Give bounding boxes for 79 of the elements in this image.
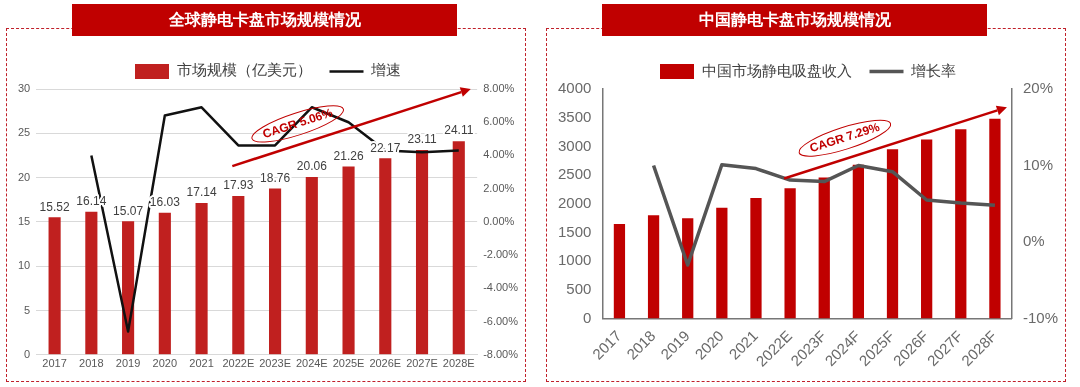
y2-tick-label: -10% [1022, 308, 1059, 326]
x-tick-label: 2018 [79, 357, 104, 370]
y-tick-label: 25 [17, 126, 31, 139]
y2-tick-label: 0.00% [483, 214, 515, 227]
x-tick-label: 2017 [42, 357, 67, 370]
bar [452, 141, 465, 355]
y-tick-label: 1000 [557, 251, 592, 269]
bar [613, 223, 626, 319]
legend-label: 增速 [370, 62, 401, 79]
bar [415, 150, 429, 355]
legend-label: 中国市场静电吸盘收入 [701, 61, 852, 79]
bar [85, 211, 98, 355]
bar [647, 215, 660, 319]
x-tick-label: 2025E [332, 357, 365, 370]
bar [818, 177, 830, 319]
y-tick-label: 2500 [557, 165, 592, 183]
legend-label: 增长率 [910, 61, 956, 79]
data-label: 17.14 [186, 185, 217, 200]
bar [342, 166, 355, 355]
annotation: CAGR 5.06% [260, 105, 335, 142]
bar [379, 158, 392, 355]
data-label: 24.11 [444, 123, 474, 138]
x-tick-label: 2024E [295, 357, 328, 370]
data-label: 23.11 [407, 132, 437, 147]
data-label: 17.93 [223, 178, 254, 193]
x-tick-label: 2026E [369, 357, 402, 370]
y-tick-label: 15 [17, 214, 31, 227]
chart-title: 全球静电卡盘市场规模情况 [72, 4, 457, 36]
y-tick-label: 2000 [557, 193, 592, 211]
bar [195, 202, 208, 355]
x-tick-label: 2028E [442, 357, 475, 370]
y2-tick-label: 20% [1022, 79, 1054, 97]
bar [48, 217, 61, 355]
data-label: 18.76 [260, 170, 291, 185]
x-tick-label: 2021 [189, 357, 214, 370]
y2-tick-label: 4.00% [483, 148, 515, 161]
annotation: CAGR 7.29% [807, 119, 882, 156]
y2-tick-label: 10% [1022, 155, 1054, 173]
y-tick-label: 5 [24, 303, 31, 316]
y-tick-label: 3000 [557, 136, 592, 154]
data-label: 20.06 [296, 159, 328, 174]
y-tick-label: 1500 [557, 222, 592, 240]
x-tick-label: 2023E [259, 357, 291, 370]
bar [305, 177, 318, 355]
bar [716, 207, 728, 319]
y-tick-label: 0 [583, 308, 592, 326]
y-tick-label: 3500 [557, 107, 592, 125]
bar [232, 195, 245, 355]
y2-tick-label: 2.00% [483, 181, 515, 194]
y-tick-label: 500 [566, 280, 592, 298]
x-tick-label: 2027E [406, 357, 438, 370]
y-tick-label: 10 [17, 259, 31, 272]
bar [158, 212, 171, 355]
bar [852, 164, 865, 319]
x-tick-label: 2020 [152, 357, 178, 370]
y2-tick-label: -2.00% [483, 248, 519, 261]
chart-title: 中国静电卡盘市场规模情况 [602, 4, 987, 36]
y2-tick-label: 6.00% [483, 115, 515, 128]
x-tick-label: 2022E [222, 357, 255, 370]
bar [921, 139, 933, 319]
y2-tick-label: -4.00% [483, 281, 519, 294]
y2-tick-label: 0% [1022, 232, 1045, 250]
y2-tick-label: -6.00% [483, 314, 519, 327]
y-tick-label: 20 [17, 170, 31, 183]
bar [750, 198, 762, 319]
y2-tick-label: -8.00% [483, 347, 519, 360]
y2-tick-label: 8.00% [483, 82, 515, 95]
data-label: 15.07 [113, 203, 144, 218]
y-tick-label: 30 [17, 82, 31, 95]
y-tick-label: 0 [24, 347, 31, 360]
x-tick-label: 2019 [115, 357, 141, 370]
bar [269, 188, 282, 355]
bar [886, 149, 899, 319]
legend-label: 市场规模（亿美元） [176, 62, 312, 79]
bar [784, 188, 796, 319]
bar [955, 129, 967, 319]
y-tick-label: 4000 [557, 79, 592, 97]
data-label: 15.52 [39, 199, 70, 214]
data-label: 21.26 [333, 148, 364, 163]
